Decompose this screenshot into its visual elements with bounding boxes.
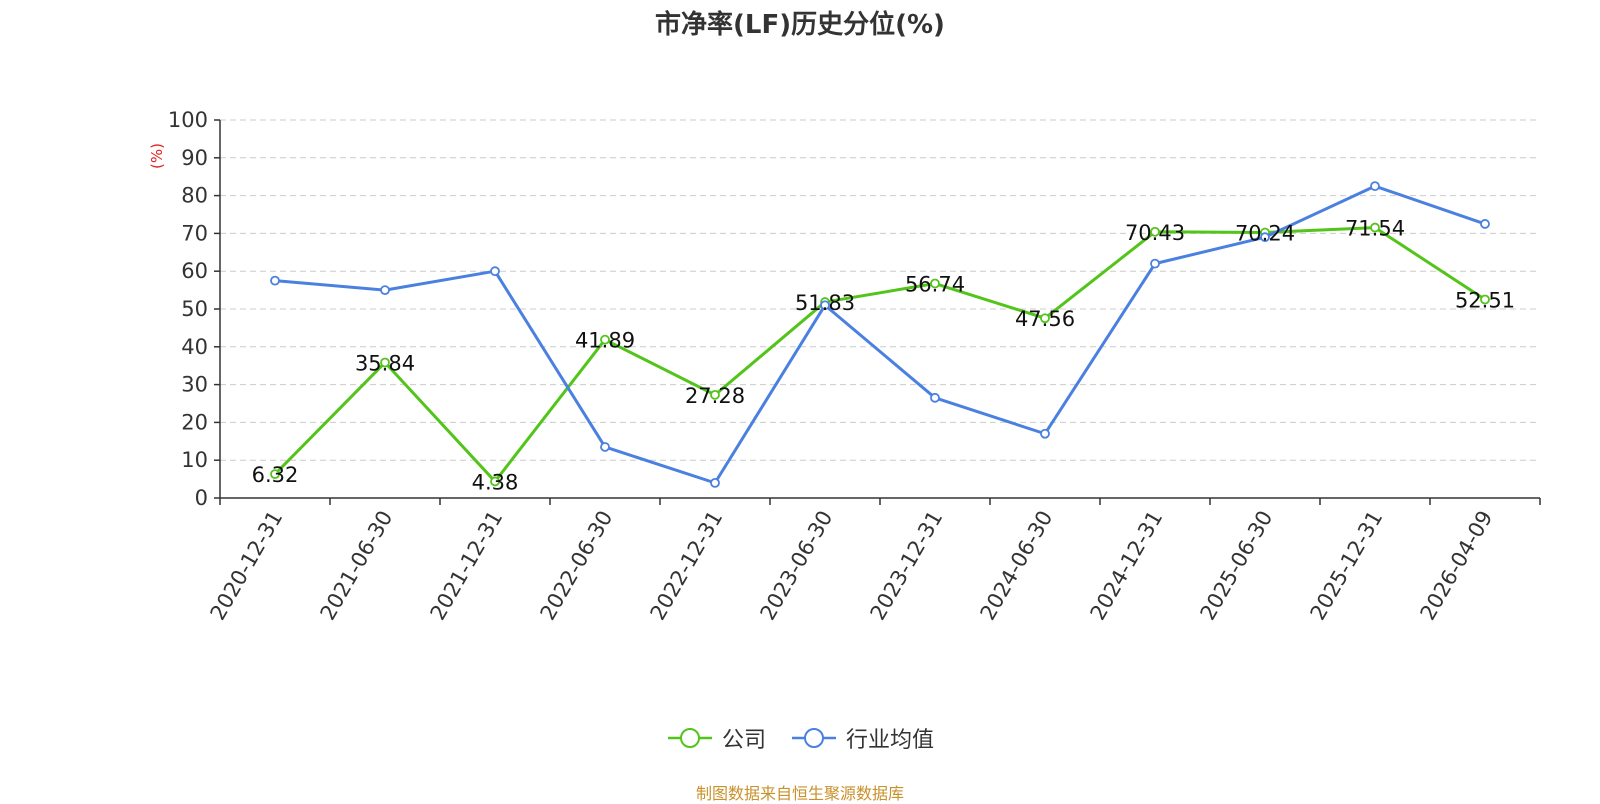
data-label: 70.24 [1235, 221, 1295, 245]
x-tick-label: 2021-12-31 [426, 507, 508, 625]
legend-marker-icon [667, 728, 712, 748]
y-tick-label: 70 [181, 221, 208, 245]
x-tick-label: 2023-06-30 [756, 507, 838, 625]
x-tick-label: 2022-06-30 [536, 507, 618, 625]
x-tick-label: 2020-12-31 [206, 507, 288, 625]
x-tick-label: 2022-12-31 [646, 507, 728, 625]
data-label: 41.89 [575, 329, 635, 353]
data-label: 51.83 [795, 291, 855, 315]
data-point [1370, 222, 1380, 233]
data-point [1370, 181, 1380, 192]
data-label: 6.32 [252, 463, 299, 487]
data-label: 27.28 [685, 384, 745, 408]
series-lines [270, 181, 1490, 488]
y-tick-label: 60 [181, 259, 208, 283]
chart-title: 市净率(LF)历史分位(%) [655, 10, 945, 40]
data-point [1040, 313, 1050, 324]
y-axis-title: (%) [148, 143, 166, 169]
y-tick-label: 20 [181, 410, 208, 434]
legend: 公司 行业均值 [0, 722, 1600, 754]
data-point [1150, 226, 1160, 237]
y-tick-label: 80 [181, 184, 208, 208]
y-tick-label: 10 [181, 448, 208, 472]
data-point [1480, 294, 1490, 305]
legend-item[interactable]: 公司 [666, 722, 766, 754]
legend-item[interactable]: 行业均值 [790, 722, 934, 754]
legend-marker-icon [792, 728, 836, 748]
x-tick-label: 2025-12-31 [1306, 507, 1388, 625]
y-tick-label: 40 [181, 335, 208, 359]
data-point [710, 477, 720, 488]
x-tick-label: 2025-06-30 [1196, 507, 1278, 625]
data-point [600, 442, 610, 452]
data-point [380, 357, 390, 368]
legend-label: 公司 [721, 728, 766, 753]
x-tick-label: 2024-06-30 [976, 507, 1058, 625]
y-tick-label: 0 [195, 486, 208, 510]
x-tick-label: 2026-04-09 [1416, 507, 1498, 625]
y-tick-label: 100 [168, 108, 208, 132]
legend-label: 行业均值 [846, 728, 935, 753]
x-tick-label: 2021-06-30 [316, 507, 398, 625]
source-note: 制图数据来自恒生聚源数据库 [695, 784, 904, 803]
data-label: 70.43 [1125, 221, 1185, 245]
data-label: 56.74 [905, 273, 965, 297]
series-line-company [273, 226, 1486, 483]
data-label: 35.84 [355, 352, 415, 376]
data-point [490, 266, 500, 277]
data-label: 47.56 [1015, 307, 1075, 331]
data-point [710, 389, 720, 400]
y-tick-label: 50 [181, 297, 208, 321]
data-label: 4.38 [472, 470, 519, 494]
grid-lines [220, 119, 1540, 461]
data-point [380, 285, 390, 296]
x-tick-label: 2023-12-31 [866, 507, 948, 625]
data-point [820, 300, 830, 311]
data-point [1480, 219, 1490, 229]
data-point [930, 278, 940, 289]
series-line-industry-avg [274, 184, 1486, 485]
y-tick-label: 90 [181, 146, 208, 170]
data-point [270, 275, 280, 286]
data-labels: 6.32 35.84 4.38 41.89 27.28 51.83 56.74 47.56 70… [252, 217, 1515, 495]
data-point [1260, 232, 1270, 243]
data-point [600, 334, 610, 345]
data-point [490, 476, 500, 487]
y-tick-label: 30 [181, 373, 208, 397]
data-point [1040, 428, 1050, 439]
data-label: 52.51 [1455, 289, 1515, 313]
data-point [1150, 258, 1160, 269]
data-point [270, 469, 280, 480]
data-label: 71.54 [1345, 217, 1405, 241]
x-tick-label: 2024-12-31 [1086, 507, 1168, 625]
data-point [930, 392, 940, 403]
